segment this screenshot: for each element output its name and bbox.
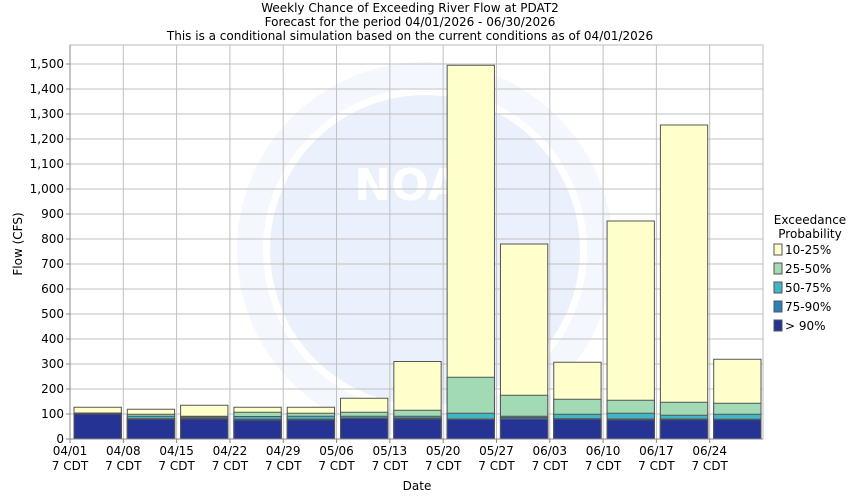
y-tick-label: 1,200 [30,132,64,146]
x-tick-sublabel: 7 CDT [265,459,302,473]
bar--90--05-20 [446,419,495,440]
x-tick-label: 04/22 [213,444,248,458]
legend-label: 10-25% [785,243,831,257]
x-tick-sublabel: 7 CDT [158,459,195,473]
y-tick-label: 0 [56,432,64,446]
x-tick-sublabel: 7 CDT [478,459,515,473]
x-tick-sublabel: 7 CDT [585,459,622,473]
x-tick-label: 06/24 [692,444,727,458]
legend-title-2: Probability [778,227,841,241]
y-axis-label: Flow (CFS) [11,212,25,275]
x-tick-sublabel: 7 CDT [372,459,409,473]
y-tick-label: 600 [41,282,64,296]
bar--90--04-01 [73,413,122,440]
y-tick-label: 1,100 [30,157,64,171]
x-tick-label: 05/13 [373,444,408,458]
y-tick-label: 1,500 [30,57,64,71]
legend-swatch [773,262,783,275]
x-tick-label: 04/01 [53,444,88,458]
legend-title-1: Exceedance [774,213,846,227]
y-tick-label: 1,400 [30,82,64,96]
bar--90--04-22 [233,419,282,440]
x-tick-sublabel: 7 CDT [425,459,462,473]
y-tick-label: 500 [41,307,64,321]
bar--90--04-29 [286,419,336,440]
bar--90--06-24 [713,419,762,440]
y-tick-label: 1,000 [30,182,64,196]
x-tick-sublabel: 7 CDT [532,459,569,473]
chart-title: Weekly Chance of Exceeding River Flow at… [261,1,559,15]
x-tick-sublabel: 7 CDT [52,459,89,473]
legend-swatch [773,319,783,332]
x-tick-sublabel: 7 CDT [691,459,728,473]
x-tick-sublabel: 7 CDT [105,459,142,473]
y-tick-label: 300 [41,357,64,371]
bar-10-25--06-17 [659,124,709,440]
x-tick-sublabel: 7 CDT [318,459,355,473]
bar--90--05-06 [340,418,389,440]
x-tick-label: 04/29 [266,444,301,458]
bar--90--05-13 [393,418,442,440]
chart-subtitle-2: This is a conditional simulation based o… [166,29,653,43]
x-tick-label: 05/06 [319,444,354,458]
y-tick-label: 200 [41,382,64,396]
y-tick-label: 700 [41,257,64,271]
bar--90--06-10 [606,419,655,440]
bar--90--06-03 [553,418,602,440]
x-tick-label: 04/15 [159,444,194,458]
y-tick-label: 800 [41,232,64,246]
legend-label: 25-50% [785,262,831,276]
bar--90--05-27 [499,418,549,440]
y-tick-label: 900 [41,207,64,221]
legend-swatch [773,281,783,294]
y-tick-label: 100 [41,407,64,421]
x-axis-label: Date [403,479,432,493]
x-tick-label: 06/17 [639,444,674,458]
legend-label: > 90% [785,319,826,333]
bar--90--04-15 [180,418,229,440]
x-tick-label: 06/10 [586,444,621,458]
x-tick-label: 06/03 [532,444,567,458]
legend-label: 75-90% [785,300,831,314]
legend-swatch [773,300,783,313]
x-tick-sublabel: 7 CDT [212,459,249,473]
legend-label: 50-75% [785,281,831,295]
x-tick-label: 05/27 [479,444,514,458]
chart-subtitle: Forecast for the period 04/01/2026 - 06/… [265,15,556,29]
x-tick-label: 05/20 [426,444,461,458]
y-tick-label: 400 [41,332,64,346]
bar--90--06-17 [659,419,709,440]
x-tick-sublabel: 7 CDT [638,459,675,473]
bar--90--04-08 [126,418,176,440]
legend-swatch [773,243,783,256]
x-tick-label: 04/08 [106,444,141,458]
y-tick-label: 1,300 [30,107,64,121]
